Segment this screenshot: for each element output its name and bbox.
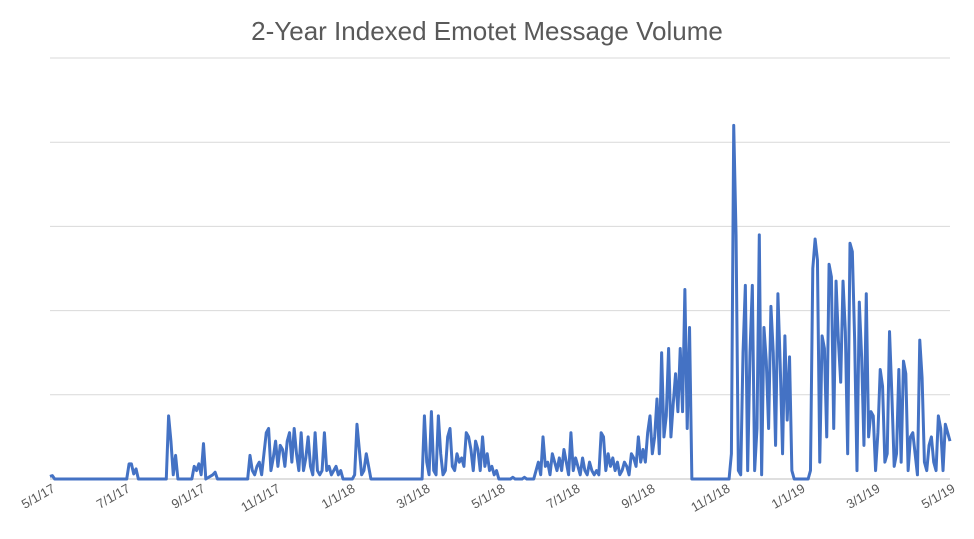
x-tick-label: 3/1/19 bbox=[844, 481, 883, 512]
chart-title: 2-Year Indexed Emotet Message Volume bbox=[251, 16, 723, 46]
x-tick-label: 7/1/18 bbox=[544, 481, 583, 512]
x-tick-label: 1/1/19 bbox=[769, 481, 808, 512]
x-tick-label: 7/1/17 bbox=[94, 481, 133, 512]
x-tick-label: 5/1/17 bbox=[19, 481, 58, 512]
series-line bbox=[49, 123, 952, 481]
x-tick-label: 5/1/19 bbox=[919, 481, 958, 512]
x-tick-label: 9/1/18 bbox=[619, 481, 658, 512]
x-tick-label: 11/1/17 bbox=[238, 481, 282, 515]
x-tick-label: 1/1/18 bbox=[319, 481, 358, 512]
x-tick-label: 5/1/18 bbox=[469, 481, 508, 512]
x-tick-label: 11/1/18 bbox=[688, 481, 732, 515]
x-tick-label: 9/1/17 bbox=[169, 481, 208, 512]
x-tick-label: 3/1/18 bbox=[394, 481, 433, 512]
